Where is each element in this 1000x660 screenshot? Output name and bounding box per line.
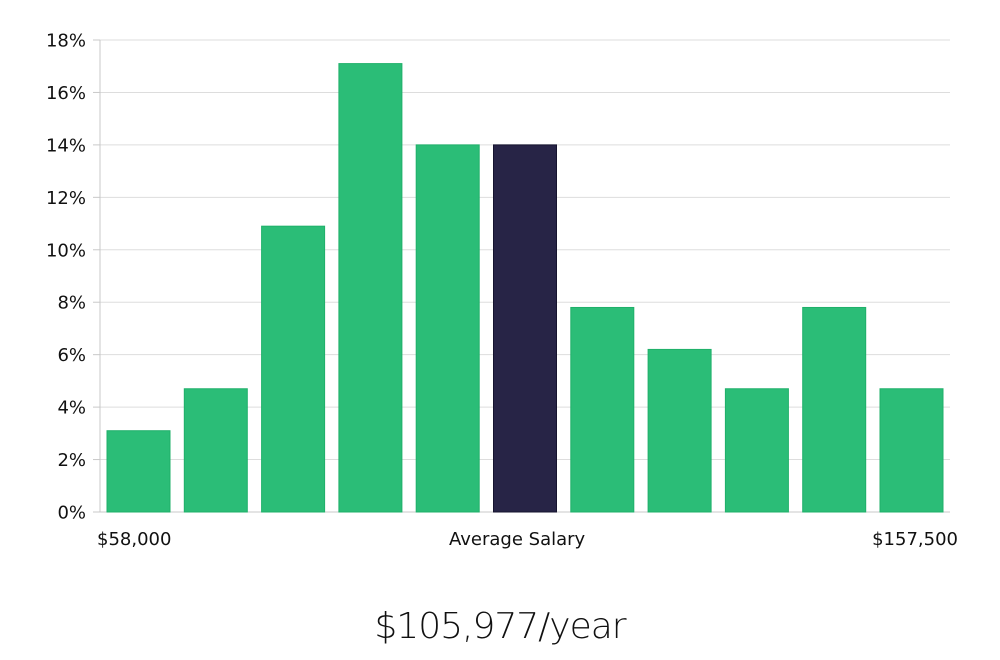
y-axis: 0% 2% 4% 6% 8% 10% 12% 14% 16% 18% <box>46 31 950 524</box>
average-salary-value: $105,977/year <box>374 606 626 647</box>
bar-average-salary <box>493 144 557 513</box>
bar-1 <box>106 430 171 513</box>
y-tick-label: 18% <box>46 31 86 52</box>
bar-11 <box>879 388 944 513</box>
salary-histogram-chart: 0% 2% 4% 6% 8% 10% 12% 14% 16% 18% <box>46 31 950 524</box>
y-tick-label: 2% <box>57 450 86 471</box>
y-tick-label: 6% <box>57 345 86 366</box>
x-axis-title: Average Salary <box>449 529 586 550</box>
bar-2 <box>183 388 248 513</box>
y-tick-label: 10% <box>46 240 86 261</box>
y-tick-label: 8% <box>57 293 86 314</box>
x-min-label: $58,000 <box>97 529 172 550</box>
y-tick-label: 12% <box>46 188 86 209</box>
x-max-label: $157,500 <box>872 529 958 550</box>
y-tick-label: 4% <box>57 398 86 419</box>
bar-9 <box>724 388 789 513</box>
y-tick-label: 14% <box>46 135 86 156</box>
bar-4 <box>338 63 403 513</box>
bar-10 <box>802 306 867 513</box>
y-tick-label: 0% <box>57 503 86 524</box>
bar-8 <box>647 348 712 513</box>
bar-5 <box>415 144 480 513</box>
bar-3 <box>261 225 326 513</box>
bars <box>106 63 944 513</box>
bar-7 <box>570 306 635 513</box>
y-tick-label: 16% <box>46 83 86 104</box>
